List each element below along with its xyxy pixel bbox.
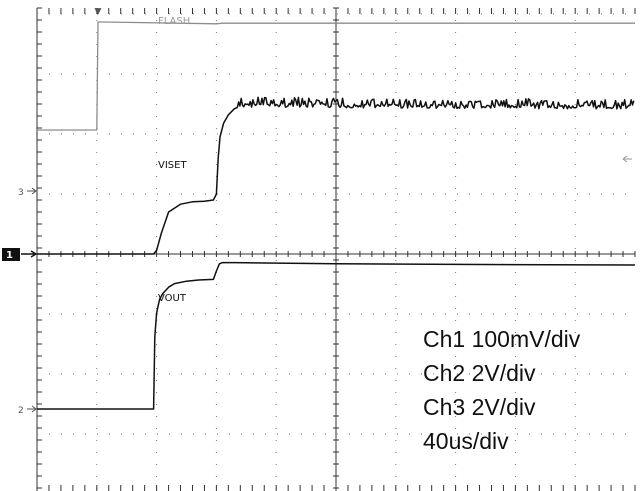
channel-1-arrow-icon bbox=[21, 251, 36, 257]
trigger-position-icon: ▼ bbox=[92, 4, 104, 18]
channel-2-arrow-icon bbox=[27, 406, 36, 412]
scale-timebase: 40us/div bbox=[423, 428, 509, 454]
trace-label-flash: FLASH bbox=[158, 16, 190, 27]
channel-2-marker-label: 2 bbox=[18, 406, 24, 416]
trigger-level-arrow-icon bbox=[623, 156, 632, 162]
channel-3-arrow-icon bbox=[27, 188, 36, 194]
trace-label-vout: VOUT bbox=[158, 293, 187, 304]
channel-scale-readout: Ch1 100mV/div Ch2 2V/div Ch3 2V/div 40us… bbox=[423, 326, 581, 454]
channel-3-marker-label: 3 bbox=[18, 188, 24, 198]
trace-labels: FLASH VISET VOUT bbox=[158, 16, 190, 304]
channel-markers: ▼ 3 1 2 bbox=[2, 4, 632, 416]
trace-label-viset: VISET bbox=[158, 160, 187, 171]
scale-ch2: Ch2 2V/div bbox=[423, 360, 536, 386]
scale-ch3: Ch3 2V/div bbox=[423, 394, 536, 420]
channel-1-marker-label: 1 bbox=[6, 250, 13, 261]
scale-ch1: Ch1 100mV/div bbox=[423, 326, 581, 352]
graticule bbox=[37, 8, 635, 491]
